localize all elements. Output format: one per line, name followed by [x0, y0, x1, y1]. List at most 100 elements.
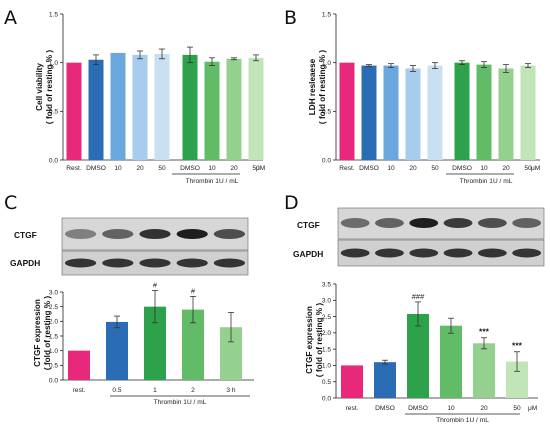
chart-d-x-tick-label: 50 [513, 405, 521, 412]
chart-b-x-tick-label: 50 [431, 165, 439, 172]
chart-b-bar [405, 68, 421, 160]
chart-b-bar [454, 62, 470, 160]
blotC-gapdh-band [213, 258, 246, 268]
chart-c-bar [68, 350, 90, 380]
blotD-gapdh-band [409, 248, 439, 258]
chart-a-group-label: Thrombin 1U / mL [186, 178, 239, 185]
blotC-ctgf-band [213, 229, 246, 239]
chart-c-y-tick-label: 1.5 [49, 333, 58, 340]
chart-d-y-tick-label: 3.0 [322, 298, 331, 305]
chart-a-bar [88, 59, 104, 160]
blotC-ctgf-band [102, 229, 134, 239]
chart-b-y-axis-label-line: ( fold of resting % ) [318, 50, 327, 124]
chart-d-significance-mark: ### [412, 292, 425, 301]
chart-a-y-axis-label: Cell viability( fold of resting % ) [35, 50, 54, 124]
chart-c-y-tick-label: 0.0 [49, 377, 58, 384]
chart-c-bar [220, 327, 242, 380]
chart-d-bar [473, 343, 495, 398]
chart-c-y-tick-label: 3.0 [49, 289, 58, 296]
blotD-ctgf-band [512, 218, 542, 228]
chart-a-y-tick-label: 1.5 [49, 11, 58, 18]
western-blot-c: CTGF GAPDH [10, 217, 249, 276]
chart-c-y-tick-label: 0.5 [49, 363, 58, 370]
panel-label-d: D [284, 192, 299, 214]
chart-a-x-tick-label: 20 [136, 165, 144, 172]
chart-c-y-axis-label: CTGF expression( fold of resting % ) [33, 296, 52, 370]
chart-d-unit-label: μM [528, 405, 537, 412]
blotD-ctgf-band [409, 218, 439, 228]
blotC-ctgf-band [176, 229, 208, 239]
panel-label-c: C [4, 192, 17, 214]
chart-b-y-tick-label: 1.0 [322, 60, 331, 67]
chart-c-significance-mark: # [153, 281, 158, 290]
chart-b-bar [476, 64, 492, 160]
chart-d-y-tick-label: 0.5 [322, 379, 331, 386]
chart-b-y-axis-label-line: LDH resleaese [308, 58, 317, 115]
chart-b-y-axis-label: LDH resleaese( fold of resting % ) [308, 50, 327, 124]
blotD-gapdh-band [477, 248, 507, 258]
chart-d-bar [407, 313, 429, 398]
chart-b-y-tick-label: 0.0 [322, 157, 331, 164]
chart-b-y-tick-label: 0.5 [322, 109, 331, 116]
chart-d-x-tick-label: DMSO [408, 405, 428, 412]
chart-d-y-tick-label: 1.5 [322, 346, 331, 353]
chart-a-cell-viability: 0.0 0.5 1.0 1.5 Cell viability( fold of rest… [35, 11, 265, 185]
chart-a-unit-label: μM [256, 165, 265, 172]
chart-b-x-tick-label: 10 [387, 165, 395, 172]
chart-d-bar [374, 362, 396, 398]
chart-d-y-axis-label-line: ( fold of resting % ) [315, 303, 324, 377]
chart-a-bar [132, 54, 148, 160]
chart-c-x-tick-label: rest. [73, 387, 86, 394]
chart-d-y-tick-label: 2.5 [322, 314, 331, 321]
chart-b-ldh-release: 0.0 0.5 1.0 1.5 LDH resleaese( fold of resti… [308, 11, 540, 185]
chart-a-y-tick-label: 1.0 [49, 60, 58, 67]
chart-d-y-tick-label: 2.0 [322, 330, 331, 337]
blotD-gapdh-band [443, 248, 473, 258]
chart-b-group-label: Thrombin 1U / mL [460, 178, 513, 185]
chart-a-x-tick-label: 10 [114, 165, 122, 172]
chart-b-x-tick-label: 20 [502, 165, 510, 172]
chart-d-x-tick-label: rest. [346, 405, 359, 412]
chart-d-significance-mark: *** [512, 341, 523, 351]
chart-a-bar [226, 58, 242, 161]
chart-a-y-axis-label-line: ( fold of resting % ) [45, 50, 54, 124]
chart-c-x-tick-label: 0.5 [112, 387, 121, 394]
chart-a-bar [182, 54, 198, 160]
chart-c-y-axis-label-line: CTGF expression [33, 299, 42, 367]
chart-c-x-tick-label: 2 [191, 387, 195, 394]
chart-c-bar [144, 306, 166, 380]
chart-b-bar [520, 65, 536, 160]
chart-a-x-tick-label: 50 [158, 165, 166, 172]
chart-b-x-tick-label: DMSO [359, 165, 379, 172]
western-blot-d: CTGF GAPDH [293, 207, 545, 267]
chart-d-y-axis-label: CTGF expression( fold of resting % ) [305, 303, 324, 377]
blotD-gapdh-band [375, 248, 404, 258]
chart-d-x-tick-label: DMSO [375, 405, 395, 412]
panel-label-b: B [284, 7, 297, 29]
blotD-gapdh-band [340, 248, 370, 258]
blotC-gapdh-band [64, 258, 97, 268]
chart-b-bar [339, 62, 355, 160]
chart-d-ctgf-dose: 0.0 0.5 1.0 1.5 2.0 2.5 3.0 3.5 CTGF expression(… [305, 281, 538, 424]
chart-b-bar [383, 65, 399, 160]
chart-a-bar [66, 62, 82, 160]
chart-d-significance-mark: *** [479, 327, 490, 337]
chart-a-bar [110, 52, 126, 160]
chart-c-y-tick-label: 1.0 [49, 348, 58, 355]
chart-a-x-tick-label: Rest. [66, 165, 82, 172]
chart-c-y-axis-label-line: ( fold of resting % ) [43, 296, 52, 370]
chart-a-x-tick-label: 20 [230, 165, 238, 172]
chart-a-y-tick-label: 0.5 [49, 109, 58, 116]
blot-d-gapdh-label: GAPDH [293, 249, 323, 259]
chart-c-bar [182, 309, 204, 380]
blot-c-gapdh-label: GAPDH [10, 258, 40, 268]
chart-a-x-tick-label: 50 [252, 165, 260, 172]
chart-b-y-tick-label: 1.5 [322, 11, 331, 18]
chart-b-x-tick-label: 20 [409, 165, 417, 172]
chart-a-bar [248, 57, 264, 160]
chart-d-y-tick-label: 1.0 [322, 363, 331, 370]
blot-d-gapdh-strip [337, 239, 545, 267]
chart-c-x-tick-label: 1 [153, 387, 157, 394]
